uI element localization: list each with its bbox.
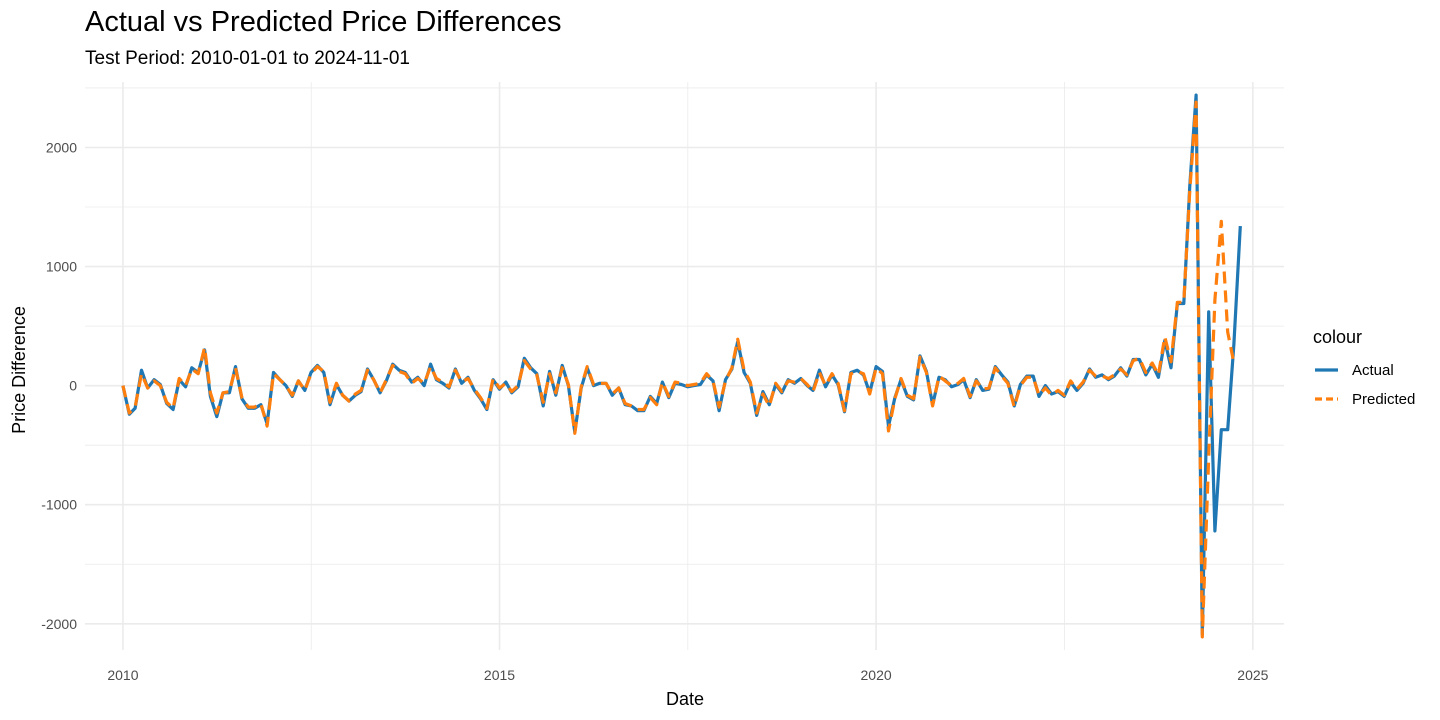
y-axis-title: Price Difference: [9, 306, 29, 434]
y-tick-label: 1000: [46, 259, 77, 275]
y-tick-label: 0: [69, 378, 77, 394]
x-axis-ticks: 2010 2015 2020 2025: [107, 667, 1268, 683]
grid: [85, 82, 1284, 650]
series-layer: [121, 93, 1242, 639]
legend: colour Actual Predicted: [1313, 327, 1415, 408]
legend-title: colour: [1313, 327, 1362, 347]
series-line-predicted: [121, 100, 1236, 639]
y-tick-label: 2000: [46, 139, 77, 155]
x-tick-label: 2025: [1237, 667, 1268, 683]
x-tick-label: 2020: [861, 667, 892, 683]
series-line-actual: [121, 93, 1242, 637]
x-axis-title: Date: [666, 689, 704, 709]
y-tick-label: -1000: [41, 497, 77, 513]
y-axis-ticks: -2000 -1000 0 1000 2000: [41, 139, 77, 631]
legend-label-actual: Actual: [1352, 362, 1394, 379]
x-tick-label: 2010: [107, 667, 138, 683]
chart-title: Actual vs Predicted Price Differences: [85, 6, 562, 38]
chart-subtitle: Test Period: 2010-01-01 to 2024-11-01: [85, 48, 410, 69]
x-tick-label: 2015: [484, 667, 515, 683]
y-tick-label: -2000: [41, 616, 77, 632]
legend-label-predicted: Predicted: [1352, 391, 1415, 408]
